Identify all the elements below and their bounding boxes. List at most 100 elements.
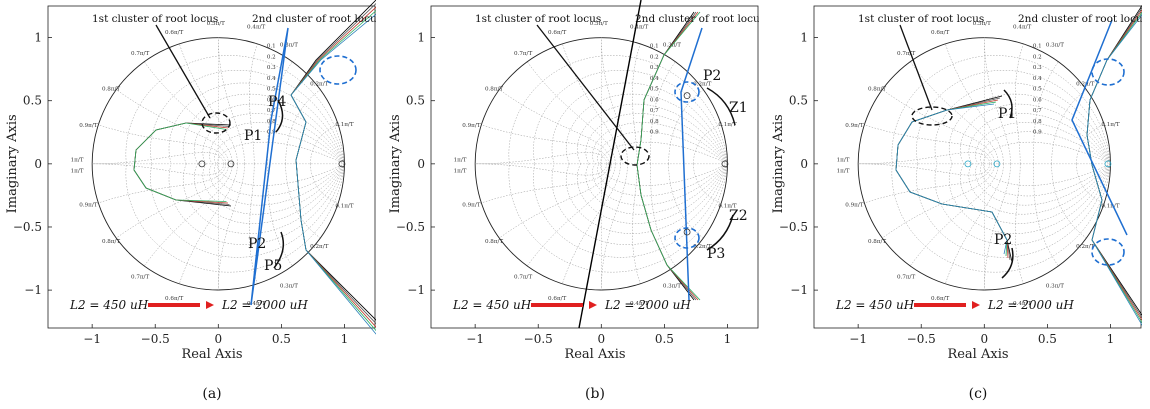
freq-label: 0.8π/T — [868, 87, 886, 93]
y-tick-label: 0 — [34, 157, 42, 171]
zgrid: 0.5π/T 0.4π/T 0.4π/T 0.3π/T 0.3π/T 0.2π/T 0.2π… — [837, 21, 1120, 307]
root-locus-chart-a: 0.5π/T 0.4π/T 0.4π/T 0.3π/T 0.3π/T 0.2π/T 0.2π… — [5, 0, 387, 402]
x-tick-label: 1 — [724, 332, 732, 346]
blue-triangle — [1071, 19, 1128, 236]
blue-dashed-ellipse — [319, 55, 357, 85]
damping-label: 0.9 — [650, 130, 659, 136]
frequency-curve — [882, 163, 995, 239]
damping-curve — [508, 55, 728, 164]
damping-curve — [150, 70, 345, 164]
damping-curve — [983, 141, 1111, 165]
cluster1-label: 1st cluster of root locus — [858, 13, 984, 25]
locus-branch-outer — [1086, 3, 1150, 340]
curved-arrow — [275, 99, 284, 133]
damping-curve — [597, 163, 728, 197]
damping-curve — [916, 70, 1111, 164]
zgrid: 0.5π/T 0.4π/T 0.4π/T 0.3π/T 0.3π/T 0.2π/T 0.2π… — [71, 21, 354, 307]
damping-curve — [209, 122, 345, 164]
frequency-curve — [1015, 43, 1024, 164]
damping-label: 0.7 — [267, 108, 276, 114]
frequency-curve — [526, 163, 616, 267]
black-dashed-ellipse — [911, 106, 953, 126]
damping-label: 0.3 — [1033, 65, 1042, 71]
frequency-curve — [945, 163, 1004, 284]
curved-arrow — [273, 231, 285, 269]
freq-label: 0.4π/T — [1013, 25, 1031, 31]
point-label: P2 — [994, 232, 1012, 248]
freq-label: 0.4π/T — [630, 301, 648, 307]
x-tick-label: −1 — [83, 332, 101, 346]
damping-curve — [948, 163, 1111, 234]
damping-label: 0.7 — [650, 108, 659, 114]
legend-arrow-head — [972, 301, 980, 309]
damping-curve — [968, 113, 1111, 164]
damping-curve — [565, 93, 728, 164]
freq-label: 1π/T — [837, 168, 850, 174]
x-tick-label: 0 — [214, 332, 222, 346]
frequency-curve — [882, 89, 995, 164]
frequency-curve — [864, 163, 993, 204]
point-label: P1 — [998, 106, 1016, 122]
blue-dashed-ellipse — [1091, 58, 1125, 86]
freq-label: 1π/T — [454, 168, 467, 174]
damping-label: 0.5 — [267, 87, 276, 93]
freq-label: 0.6π/T — [165, 296, 183, 302]
damping-label: 0.5 — [1033, 87, 1042, 93]
damping-curve — [182, 163, 345, 234]
point-label: P4 — [268, 94, 286, 110]
pole-marker — [683, 92, 691, 100]
x-tick-label: 0 — [980, 332, 988, 346]
point-label: P5 — [264, 258, 282, 274]
frequency-curve — [499, 89, 612, 164]
curved-arrow — [706, 214, 734, 251]
panel-caption: (a) — [202, 386, 221, 402]
plot-frame — [813, 5, 1142, 329]
damping-curve — [916, 163, 1111, 258]
freq-label: 0.4π/T — [247, 25, 265, 31]
frequency-curve — [984, 37, 1011, 164]
y-tick-label: 0 — [417, 157, 425, 171]
damping-label: 0.1 — [267, 44, 276, 50]
locus-branch-inner — [133, 122, 227, 202]
damping-curve — [592, 163, 728, 206]
freq-label: 0.6π/T — [548, 296, 566, 302]
cluster2-label: 2nd cluster of root locus — [1018, 13, 1142, 25]
frequency-curve — [481, 124, 610, 164]
frequency-curve — [668, 89, 704, 164]
pole-marker — [1104, 160, 1112, 168]
locus-branch-inner — [895, 97, 1011, 261]
diagonal-line — [578, 0, 642, 329]
damping-curve — [600, 141, 728, 165]
x-tick-label: −0.5 — [141, 332, 170, 346]
frequency-curve — [218, 37, 245, 164]
freq-label: 0.7π/T — [514, 51, 532, 57]
y-tick-label: −1 — [24, 283, 42, 297]
frequency-curve — [1033, 163, 1059, 267]
curved-arrow — [1001, 247, 1014, 279]
frequency-curve — [116, 163, 229, 239]
root-locus-chart-b: 0.5π/T0.4π/T0.4π/T0.3π/T0.3π/T0.2π/T0.2π… — [388, 0, 765, 402]
damping-label: 0.2 — [650, 54, 659, 60]
locus-branch-inner — [895, 99, 1009, 259]
curved-arrow — [706, 87, 736, 126]
damping-curve — [217, 141, 345, 165]
damping-curve — [182, 93, 345, 164]
y-tick-label: −1 — [790, 283, 808, 297]
damping-label: 0.6 — [267, 97, 276, 103]
damping-label: 0.9 — [267, 130, 276, 136]
blue-triangle — [680, 27, 703, 301]
panel-b: 0.5π/T 0.4π/T 0.4π/T 0.3π/T 0.3π/T 0.2π/T 0.2π… — [388, 0, 765, 405]
frequency-curve — [179, 163, 238, 284]
damping-curve — [597, 131, 728, 165]
freq-label: 0.9π/T — [845, 123, 863, 129]
point-label: P1 — [244, 128, 262, 144]
frequency-curve — [601, 163, 628, 291]
point-label: P3 — [707, 246, 725, 262]
panel-c: 0.5π/T 0.4π/T 0.4π/T 0.3π/T 0.3π/T 0.2π/T 0.2π… — [771, 0, 1150, 405]
damping-curve — [585, 163, 728, 215]
y-tick-label: 1 — [34, 31, 42, 45]
freq-label: 0.2π/T — [693, 244, 711, 250]
damping-label: 0.5 — [650, 87, 659, 93]
pole-marker — [993, 160, 1001, 168]
y-tick-label: 1 — [800, 31, 808, 45]
